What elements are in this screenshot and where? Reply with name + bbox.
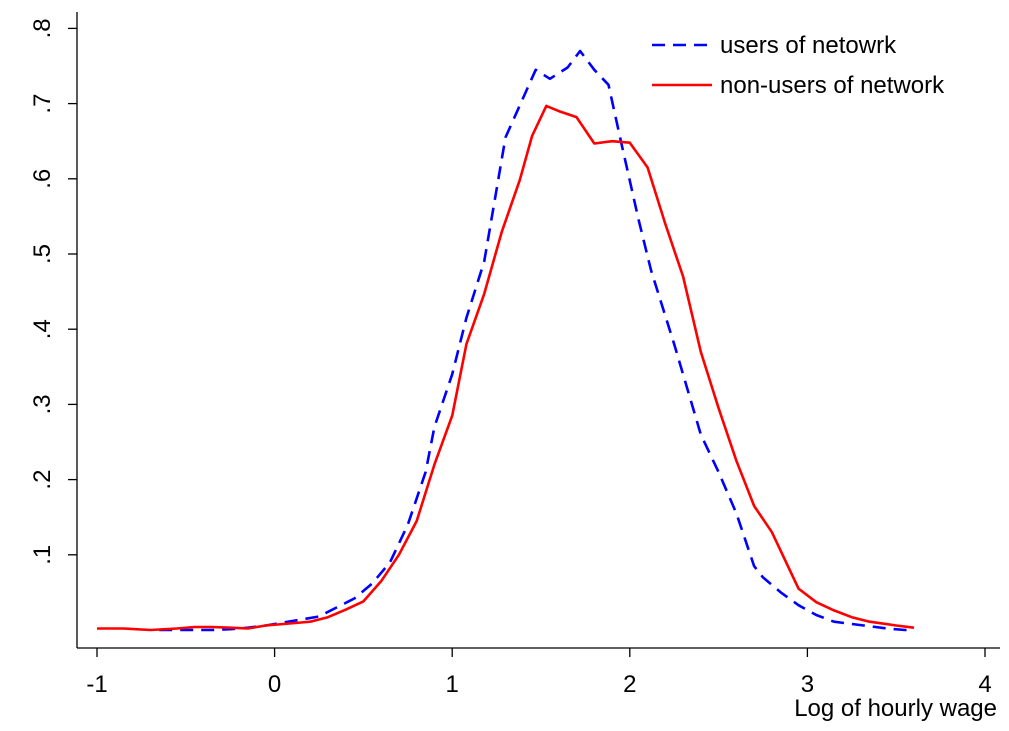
x-tick-label: 4 bbox=[978, 671, 991, 698]
y-tick-label: .4 bbox=[29, 319, 56, 339]
x-tick-label: -1 bbox=[86, 671, 107, 698]
y-tick-label: .6 bbox=[29, 169, 56, 189]
legend-label-2: non-users of network bbox=[720, 72, 945, 99]
y-tick-label: .1 bbox=[29, 545, 56, 565]
y-tick-label: .2 bbox=[29, 470, 56, 490]
series-layer bbox=[97, 49, 915, 632]
x-tick-label: 1 bbox=[446, 671, 459, 698]
series-line-1 bbox=[159, 49, 914, 632]
x-tick-label: 2 bbox=[623, 671, 636, 698]
legend: users of netowrk non-users of network bbox=[652, 32, 945, 99]
x-tick-label: 3 bbox=[801, 671, 814, 698]
y-tick-label: .8 bbox=[29, 18, 56, 38]
y-tick-label: .5 bbox=[29, 244, 56, 264]
axes: -1 0 1 2 3 4 .1 .2 .3 .4 .5 .6 .7 .8 bbox=[29, 12, 1000, 698]
x-tick-label: 0 bbox=[268, 671, 281, 698]
legend-label-1: users of netowrk bbox=[720, 32, 897, 59]
series-line-2 bbox=[97, 104, 915, 632]
x-axis-title: Log of hourly wage bbox=[794, 695, 997, 722]
y-tick-label: .3 bbox=[29, 394, 56, 414]
y-tick-label: .7 bbox=[29, 94, 56, 114]
